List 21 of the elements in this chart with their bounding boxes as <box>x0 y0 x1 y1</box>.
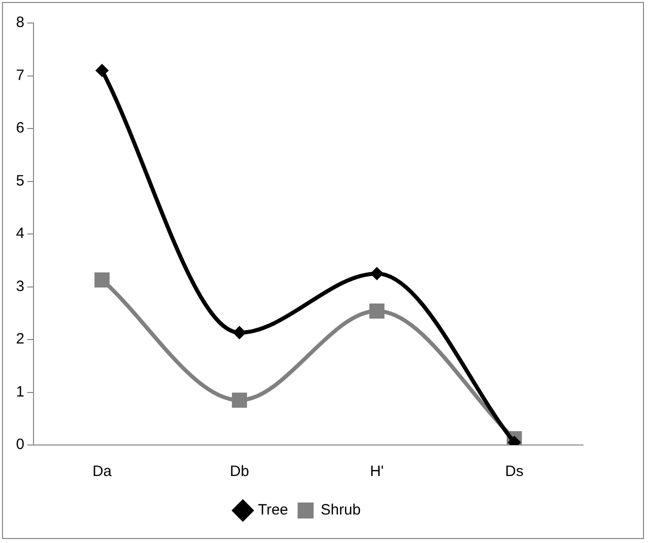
point <box>232 326 246 340</box>
x-tick-label: H' <box>370 463 384 480</box>
legend-label: Shrub <box>320 502 361 519</box>
point <box>232 392 248 408</box>
x-tick-label: Db <box>230 463 250 480</box>
y-tick-label: 3 <box>16 278 24 295</box>
y-tick-label: 5 <box>16 172 24 190</box>
point <box>96 64 109 77</box>
y-tick-label: 8 <box>16 14 24 32</box>
y-tick-label: 6 <box>16 120 24 137</box>
point <box>369 303 384 319</box>
x-tick-label: Da <box>92 463 112 480</box>
legend-label: Tree <box>258 502 288 519</box>
y-tick-label: 7 <box>16 66 24 84</box>
point <box>370 267 384 280</box>
y-tick-label: 0 <box>16 436 24 454</box>
y-tick-label: 2 <box>16 330 24 348</box>
y-tick-label: 1 <box>16 383 24 400</box>
x-tick-label: Ds <box>505 463 524 480</box>
point <box>94 272 110 288</box>
y-tick-label: 4 <box>16 225 24 242</box>
